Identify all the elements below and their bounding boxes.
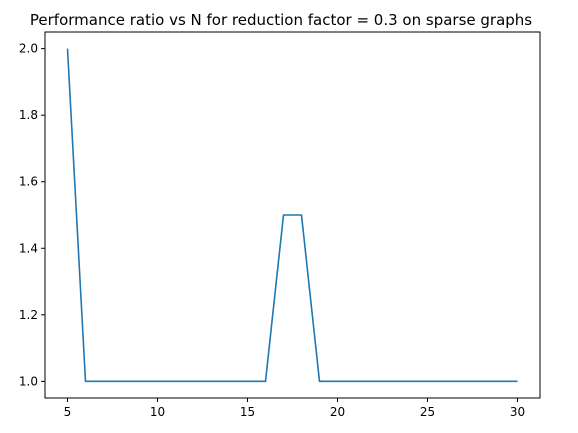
x-tick-label: 30 bbox=[510, 405, 525, 419]
y-tick-label: 1.0 bbox=[19, 374, 38, 388]
y-tick-label: 2.0 bbox=[19, 42, 38, 56]
x-tick-label: 10 bbox=[150, 405, 165, 419]
series-line bbox=[66, 48, 518, 383]
x-tick-label: 20 bbox=[330, 405, 345, 419]
chart-title: Performance ratio vs N for reduction fac… bbox=[30, 11, 532, 29]
y-tick-label: 1.6 bbox=[19, 175, 38, 189]
y-tick-label: 1.8 bbox=[19, 108, 38, 122]
axes-frame bbox=[44, 31, 541, 399]
x-tick-label: 15 bbox=[240, 405, 255, 419]
x-tick-label: 5 bbox=[64, 405, 72, 419]
y-tick-label: 1.4 bbox=[19, 241, 38, 255]
y-tick-label: 1.2 bbox=[19, 308, 38, 322]
plot-area bbox=[66, 48, 518, 383]
x-tick-label: 25 bbox=[420, 405, 435, 419]
